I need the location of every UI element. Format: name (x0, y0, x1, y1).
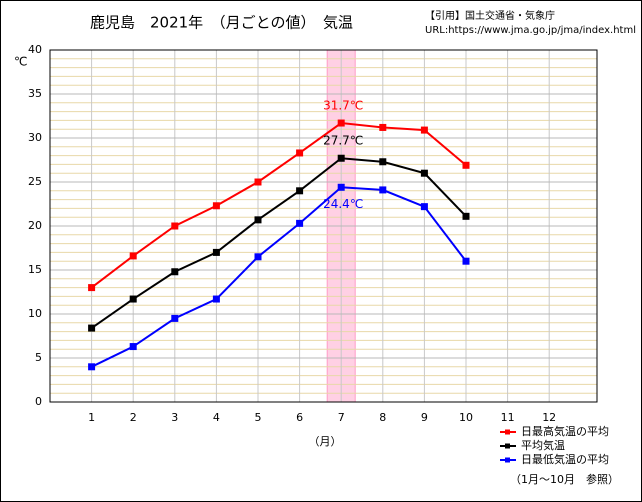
point (337, 183, 345, 191)
x-tick-label: 12 (542, 411, 556, 424)
point (462, 161, 470, 169)
legend-marker (505, 457, 510, 463)
y-tick-label: 0 (35, 395, 42, 408)
point (171, 314, 179, 322)
value-label: 31.7℃ (323, 99, 363, 113)
y-tick-label: 40 (28, 43, 42, 56)
x-tick-label: 6 (296, 411, 303, 424)
x-tick-label: 8 (379, 411, 386, 424)
y-axis-label: ℃ (14, 55, 27, 69)
point (296, 187, 304, 195)
note: （1月～10月 参照） (510, 472, 619, 486)
point (212, 295, 220, 303)
series-line (91, 157, 467, 329)
point (462, 212, 470, 220)
legend-label: 日最低気温の平均 (521, 452, 609, 466)
source-url: URL:https://www.jma.go.jp/jma/index.html (425, 25, 636, 36)
x-tick-label: 3 (171, 411, 178, 424)
x-tick-label: 11 (501, 411, 515, 424)
point (88, 324, 96, 332)
point (254, 178, 262, 186)
legend-marker (505, 429, 510, 435)
y-tick-label: 30 (28, 131, 42, 144)
series-line (90, 122, 467, 289)
point (420, 169, 428, 177)
series-line (91, 186, 467, 368)
x-tick-label: 4 (213, 411, 220, 424)
x-tick-label: 10 (459, 411, 473, 424)
y-tick-label: 15 (28, 263, 42, 276)
point (254, 253, 262, 261)
x-axis-label: （月） (309, 435, 342, 448)
legend-marker (505, 443, 510, 449)
point (212, 202, 220, 210)
value-label: 27.7℃ (323, 134, 363, 148)
x-tick-label: 5 (255, 411, 262, 424)
y-tick-label: 5 (35, 351, 42, 364)
source: 【引用】国土交通省・気象庁 (425, 9, 555, 22)
point (337, 154, 345, 162)
point (337, 119, 345, 127)
point (129, 295, 137, 303)
point (171, 268, 179, 276)
point (129, 343, 137, 351)
y-tick-label: 25 (28, 175, 42, 188)
point (420, 203, 428, 211)
legend-label: 平均気温 (521, 438, 565, 452)
x-tick-label: 2 (130, 411, 137, 424)
plot-border (49, 49, 598, 403)
point (296, 149, 304, 157)
legend-label: 日最高気温の平均 (521, 424, 609, 438)
point (420, 126, 428, 134)
point (379, 158, 387, 166)
chart-title: 鹿児島 2021年 （月ごとの値） 気温 (90, 14, 353, 32)
y-tick-label: 20 (28, 219, 42, 232)
x-tick-label: 7 (338, 411, 345, 424)
point (379, 123, 387, 131)
point (212, 248, 220, 256)
y-tick-label: 10 (28, 307, 42, 320)
value-label: 24.4℃ (323, 197, 363, 211)
x-tick-label: 9 (421, 411, 428, 424)
point (379, 186, 387, 194)
point (254, 216, 262, 224)
point (88, 363, 96, 371)
point (296, 219, 304, 227)
x-tick-label: 1 (88, 411, 95, 424)
point (171, 222, 179, 230)
point (129, 252, 137, 260)
point (462, 257, 470, 265)
point (88, 284, 96, 292)
y-tick-label: 35 (28, 87, 42, 100)
